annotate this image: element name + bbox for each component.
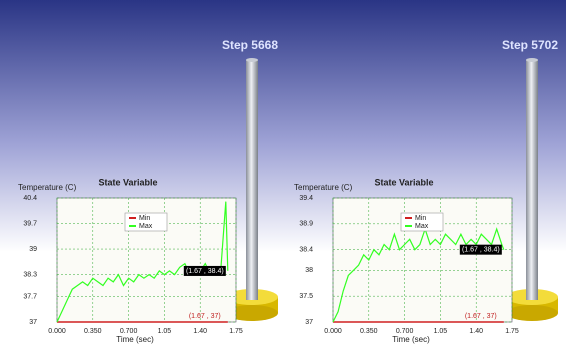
x-tick-label: 0.350 — [84, 328, 102, 335]
x-axis-label: Time (sec) — [116, 335, 154, 344]
x-tick-label: 1.05 — [158, 328, 172, 335]
x-tick-label: 0.700 — [120, 328, 138, 335]
y-axis-label: Temperature (C) — [294, 183, 353, 192]
x-tick-label: 1.75 — [229, 328, 243, 335]
annotation: (1.67 , 38.4) — [186, 268, 224, 275]
chart-title: State Variable — [374, 177, 433, 187]
x-axis-label: Time (sec) — [392, 335, 430, 344]
x-tick-label: 0.000 — [324, 328, 342, 335]
x-tick-label: 1.40 — [193, 328, 207, 335]
y-tick-label: 37 — [29, 319, 37, 326]
legend-label: Max — [139, 223, 153, 230]
y-tick-label: 37.7 — [23, 293, 37, 300]
legend-label: Max — [415, 223, 429, 230]
y-axis-label: Temperature (C) — [18, 183, 77, 192]
legend-label: Min — [139, 215, 150, 222]
screen: Step 5668 Step 5702 State Variable Temper… — [0, 0, 566, 360]
x-tick-label: 1.40 — [469, 328, 483, 335]
y-tick-label: 37 — [305, 319, 313, 326]
y-tick-label: 39.7 — [23, 220, 37, 227]
step-label: Step 5702 — [502, 38, 558, 52]
annotation: (1.67 , 37) — [189, 313, 221, 320]
step-label: Step 5668 — [222, 38, 278, 52]
x-tick-label: 0.350 — [360, 328, 378, 335]
y-tick-label: 40.4 — [23, 195, 37, 202]
x-tick-label: 0.700 — [396, 328, 414, 335]
y-tick-label: 38.4 — [299, 247, 313, 254]
y-tick-label: 38 — [305, 267, 313, 274]
annotation: (1.67 , 38.4) — [462, 247, 500, 254]
y-tick-label: 38.3 — [23, 271, 37, 278]
y-tick-label: 39 — [29, 246, 37, 253]
y-tick-label: 39.4 — [299, 195, 313, 202]
y-tick-label: 38.9 — [299, 221, 313, 228]
chart-title: State Variable — [98, 177, 157, 187]
annotation: (1.67 , 37) — [465, 313, 497, 320]
legend-label: Min — [415, 215, 426, 222]
x-tick-label: 0.000 — [48, 328, 66, 335]
x-tick-label: 1.75 — [505, 328, 519, 335]
x-tick-label: 1.05 — [434, 328, 448, 335]
y-tick-label: 37.5 — [299, 293, 313, 300]
